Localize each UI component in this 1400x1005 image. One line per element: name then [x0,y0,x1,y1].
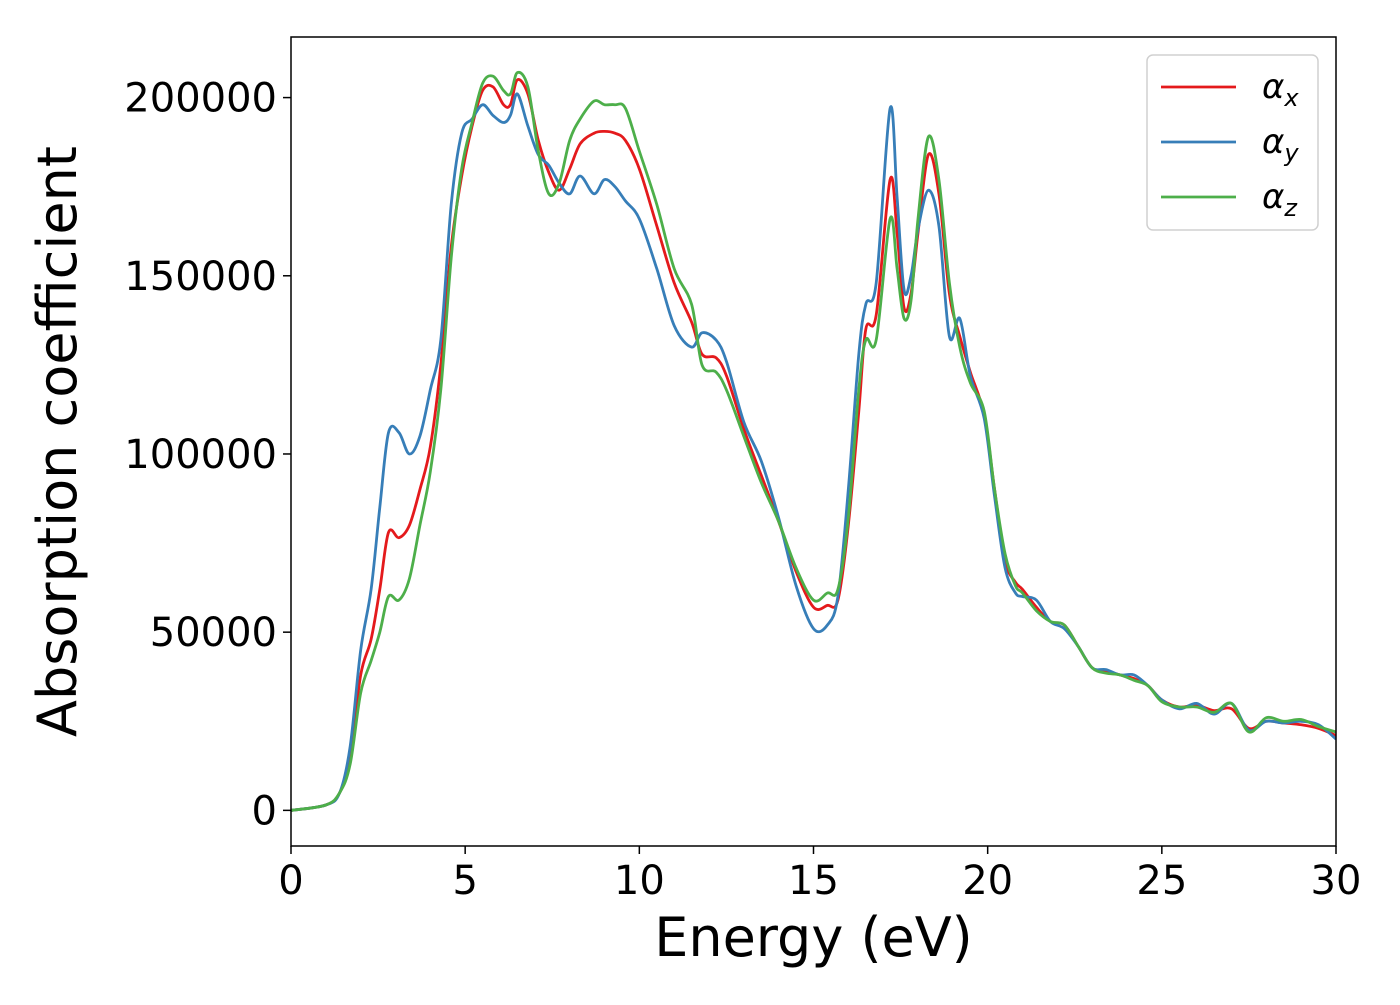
y-axis-title: Absorption coefficient [26,146,89,737]
legend-label-x: αx [1262,67,1299,112]
y-axis: 0 50000 100000 150000 200000 [124,76,291,834]
series-line-y [291,92,1336,812]
legend: αx αy αz [1146,54,1319,231]
x-tick-label: 5 [452,858,477,904]
legend-label-z: αz [1262,177,1298,222]
x-axis-title: Energy (eV) [654,906,973,969]
series-layer [291,70,1336,812]
y-tick-label: 50000 [150,610,277,656]
x-tick-label: 30 [1311,858,1362,904]
y-tick-label: 200000 [124,76,277,122]
y-tick-label: 100000 [124,432,277,478]
x-tick-label: 20 [962,858,1013,904]
legend-label-y: αy [1262,122,1299,167]
x-axis: 0 5 10 15 20 25 30 [278,846,1361,904]
y-tick-label: 0 [252,788,277,834]
y-tick-label: 150000 [124,254,277,300]
x-tick-label: 10 [614,858,665,904]
x-tick-label: 25 [1136,858,1187,904]
x-tick-label: 15 [788,858,839,904]
x-tick-label: 0 [278,858,303,904]
series-line-z [291,70,1336,812]
